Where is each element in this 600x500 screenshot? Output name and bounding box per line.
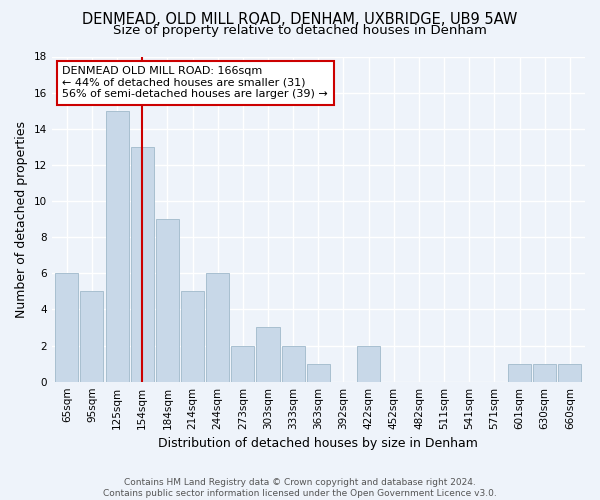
Text: DENMEAD OLD MILL ROAD: 166sqm
← 44% of detached houses are smaller (31)
56% of s: DENMEAD OLD MILL ROAD: 166sqm ← 44% of d…	[62, 66, 328, 100]
X-axis label: Distribution of detached houses by size in Denham: Distribution of detached houses by size …	[158, 437, 478, 450]
Bar	[307, 364, 330, 382]
Text: DENMEAD, OLD MILL ROAD, DENHAM, UXBRIDGE, UB9 5AW: DENMEAD, OLD MILL ROAD, DENHAM, UXBRIDGE…	[82, 12, 518, 26]
Bar	[80, 292, 103, 382]
Bar	[508, 364, 531, 382]
Bar	[533, 364, 556, 382]
Text: Contains HM Land Registry data © Crown copyright and database right 2024.
Contai: Contains HM Land Registry data © Crown c…	[103, 478, 497, 498]
Y-axis label: Number of detached properties: Number of detached properties	[15, 120, 28, 318]
Bar	[357, 346, 380, 382]
Bar	[559, 364, 581, 382]
Text: Size of property relative to detached houses in Denham: Size of property relative to detached ho…	[113, 24, 487, 37]
Bar	[156, 219, 179, 382]
Bar	[256, 328, 280, 382]
Bar	[206, 274, 229, 382]
Bar	[281, 346, 305, 382]
Bar	[55, 274, 79, 382]
Bar	[106, 110, 128, 382]
Bar	[231, 346, 254, 382]
Bar	[131, 147, 154, 382]
Bar	[181, 292, 204, 382]
